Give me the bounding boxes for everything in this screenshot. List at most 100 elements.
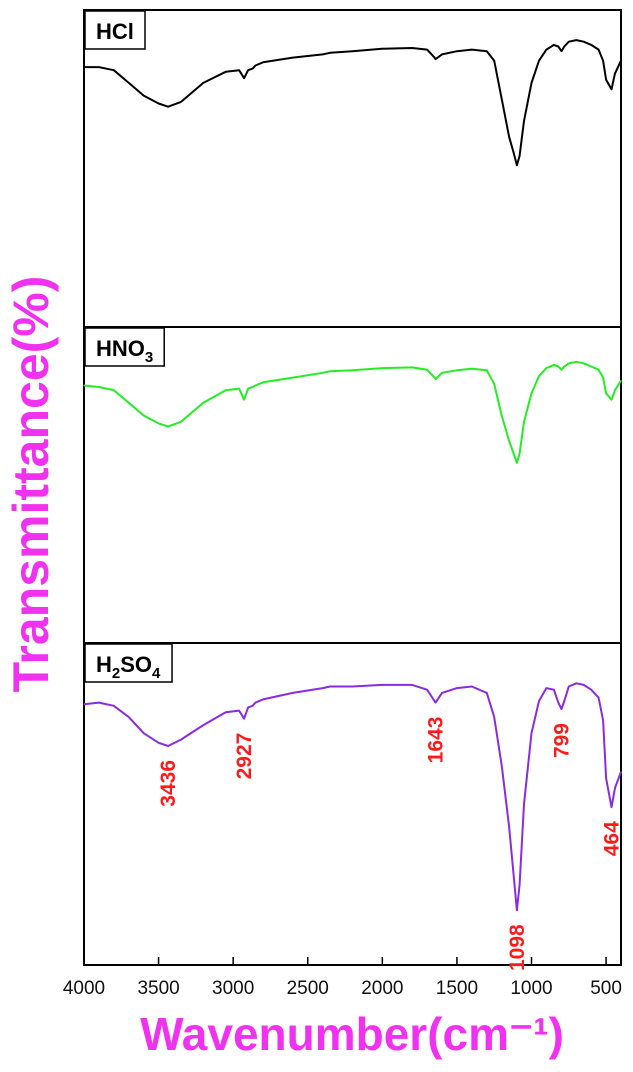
data-point (158, 422, 160, 424)
data-point (605, 777, 607, 779)
data-point (575, 361, 577, 363)
legend-label-hno3: HNO3 (84, 327, 165, 367)
peak-label-2927: 2927 (233, 733, 256, 780)
data-point (381, 684, 383, 686)
data-point (98, 66, 100, 68)
data-point (225, 711, 227, 713)
data-point (557, 365, 559, 368)
data-point (322, 53, 324, 56)
panel-hno3: HNO3 (83, 326, 622, 644)
data-point (620, 380, 622, 382)
x-tick-label: 500 (590, 978, 622, 999)
data-point (83, 384, 85, 387)
data-point (545, 49, 548, 51)
data-point (620, 771, 622, 773)
data-point (486, 50, 488, 52)
data-point (456, 687, 458, 689)
data-point (329, 685, 331, 688)
legend-box (84, 643, 173, 683)
legend-text: HCl (96, 19, 134, 44)
data-point (292, 692, 294, 694)
data-point (381, 367, 383, 369)
peak-label-799: 799 (551, 723, 574, 758)
data-point (530, 82, 533, 84)
legend-label-h2so4: H2SO4 (84, 643, 173, 683)
data-point (545, 687, 548, 689)
data-point (433, 377, 436, 379)
x-tick-label: 1000 (510, 978, 552, 999)
data-point (519, 883, 521, 886)
data-point (583, 41, 585, 43)
data-point (128, 716, 130, 718)
data-point (329, 370, 331, 372)
peak-label-464: 464 (601, 821, 624, 856)
series-line-hno3 (83, 360, 622, 464)
data-point (501, 414, 503, 417)
peak-label-1098: 1098 (506, 924, 529, 971)
data-point (519, 452, 521, 454)
data-point (516, 909, 518, 911)
data-point (158, 742, 160, 744)
data-point (538, 375, 540, 377)
data-point (351, 50, 354, 52)
data-point (167, 745, 169, 747)
data-point (435, 702, 437, 704)
data-point (486, 369, 488, 371)
data-point (501, 98, 503, 100)
data-point (560, 369, 563, 371)
y-axis-title: Transmittance(%) (3, 276, 59, 693)
data-point (247, 388, 249, 390)
data-point (530, 392, 533, 394)
data-point (614, 787, 616, 789)
data-point (610, 399, 613, 401)
data-point (471, 685, 473, 688)
data-point (411, 47, 413, 49)
data-point (252, 68, 254, 70)
data-point (602, 719, 604, 721)
data-point (471, 49, 473, 51)
data-point (523, 803, 525, 805)
data-point (513, 874, 515, 876)
x-tick-label: 3500 (137, 978, 179, 999)
data-point (262, 61, 264, 63)
data-point (553, 364, 555, 366)
data-point (590, 689, 592, 691)
x-tick-label: 4000 (63, 978, 105, 999)
data-point (568, 41, 570, 43)
data-point (113, 389, 115, 391)
data-point (433, 57, 436, 59)
x-axis-title: Wavenumber(cm⁻¹) (140, 1008, 564, 1060)
data-point (351, 685, 354, 688)
data-point (254, 384, 257, 387)
data-point (426, 49, 428, 51)
data-point (167, 106, 169, 108)
data-point (238, 388, 240, 390)
data-point (441, 692, 443, 694)
data-point (575, 39, 577, 41)
data-point (553, 689, 555, 691)
data-point (610, 806, 613, 808)
data-point (516, 164, 518, 166)
peak-label-1643: 1643 (425, 717, 448, 764)
data-point (83, 703, 85, 705)
data-point (143, 732, 145, 734)
data-point (322, 687, 324, 689)
data-point (247, 69, 249, 71)
data-point (519, 155, 521, 157)
data-point (602, 377, 604, 379)
data-point (411, 684, 413, 686)
data-point (426, 369, 428, 371)
data-point (530, 732, 533, 734)
data-point (598, 49, 600, 51)
data-point (238, 710, 240, 712)
data-point (590, 365, 592, 368)
data-point (411, 366, 413, 368)
data-point (252, 386, 254, 388)
data-point (538, 60, 540, 62)
data-point (560, 708, 563, 710)
data-point (602, 60, 604, 62)
data-point (568, 685, 570, 688)
data-point (441, 53, 443, 56)
data-point (605, 79, 607, 81)
